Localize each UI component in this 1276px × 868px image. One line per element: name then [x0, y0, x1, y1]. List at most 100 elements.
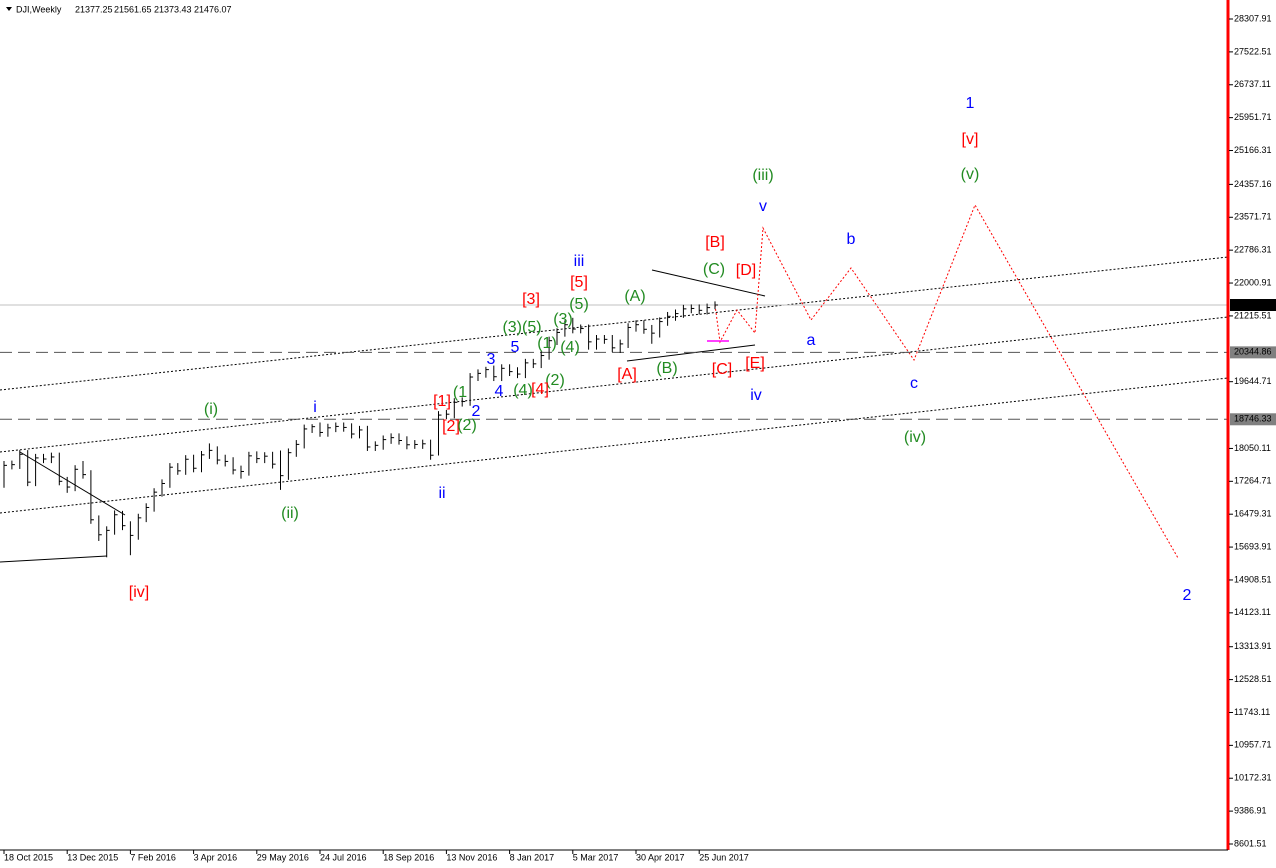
wave-label: (3)(5): [502, 319, 541, 336]
level-label: 18746.33: [1234, 414, 1272, 424]
y-tick-label: 16479.31: [1234, 509, 1272, 519]
wave-label: ii: [438, 485, 445, 502]
wave-label: (5): [569, 296, 589, 313]
wave-label: 1: [966, 95, 975, 112]
wave-label: [3]: [522, 291, 540, 308]
plot: [0, 301, 1228, 558]
wave-label: [A]: [617, 366, 637, 383]
channel-line: [0, 256, 1229, 391]
y-tick-label: 18050.11: [1234, 443, 1271, 453]
y-tick-label: 8601.51: [1234, 838, 1267, 848]
wave-label: v: [759, 198, 767, 215]
wave-label: [5]: [570, 274, 588, 291]
y-tick-label: 9386.91: [1234, 805, 1267, 815]
wave-label: 3: [487, 351, 496, 368]
wave-label: (3): [553, 311, 573, 328]
y-tick-label: 27522.51: [1234, 46, 1272, 56]
wave-label: (1: [453, 384, 467, 401]
x-tick-label: 5 Mar 2017: [573, 852, 619, 862]
wave-label: (ii): [281, 505, 299, 522]
wave-label: 4: [495, 383, 504, 400]
level-label-box: [1230, 413, 1276, 426]
wave-label: (4): [513, 382, 533, 399]
wave-label: [C]: [712, 361, 732, 378]
wave-label: [E]: [745, 355, 765, 372]
wave-label: (4): [560, 339, 580, 356]
y-tick-label: 11743.11: [1234, 707, 1270, 717]
ohlc-high: 21561.65: [114, 4, 152, 14]
x-tick-label: 13 Dec 2015: [67, 852, 118, 862]
trend-line: [19, 451, 126, 516]
y-tick-label: 13313.91: [1234, 641, 1272, 651]
price-label: 21476.07: [1234, 299, 1272, 309]
ohlc-low: 21373.43: [154, 4, 192, 14]
y-tick-label: 25166.31: [1234, 145, 1272, 155]
y-tick-label: 10172.31: [1234, 773, 1272, 783]
projection-path: [714, 203, 1179, 559]
wave-label: iii: [574, 253, 585, 270]
wave-label: 2: [472, 403, 481, 420]
wave-label: (2): [545, 372, 565, 389]
x-tick-label: 7 Feb 2016: [130, 852, 176, 862]
level-label: 20344.86: [1234, 347, 1272, 357]
wave-label: b: [847, 231, 856, 248]
y-tick-label: 26737.11: [1234, 79, 1271, 89]
x-tick-label: 13 Nov 2016: [446, 852, 497, 862]
x-tick-label: 30 Apr 2017: [636, 852, 685, 862]
y-tick-label: 23571.71: [1234, 212, 1272, 222]
wave-label: [B]: [705, 234, 725, 251]
y-tick-label: 12528.51: [1234, 674, 1272, 684]
y-tick-label: 10957.71: [1234, 740, 1272, 750]
menu-arrow[interactable]: [6, 7, 12, 11]
level-label-box: [1230, 346, 1276, 359]
y-tick-label: 24357.16: [1234, 179, 1272, 189]
price-label-box: [1230, 299, 1276, 312]
wave-label: (1): [537, 335, 557, 352]
y-tick-label: 22786.31: [1234, 245, 1272, 255]
wave-label: 2: [1183, 587, 1192, 604]
wave-label: (iii): [752, 167, 773, 184]
wave-label: [D]: [736, 262, 756, 279]
wave-label: [2]: [442, 418, 460, 435]
x-tick-label: 3 Apr 2016: [194, 852, 238, 862]
trend-lines: [0, 269, 766, 563]
trend-line: [651, 269, 766, 297]
x-tick-label: 25 Jun 2017: [699, 852, 749, 862]
y-tick-label: 25951.71: [1234, 112, 1272, 122]
y-tick-label: 15693.91: [1234, 541, 1272, 551]
x-tick-label: 18 Sep 2016: [383, 852, 434, 862]
y-tick-label: 14123.11: [1234, 607, 1271, 617]
channel-line: [0, 377, 1229, 514]
y-tick-label: 14908.51: [1234, 574, 1272, 584]
wave-label: (v): [961, 166, 980, 183]
y-tick-label: 22000.91: [1234, 277, 1272, 287]
trend-line: [626, 344, 756, 362]
x-tick-label: 29 May 2016: [257, 852, 309, 862]
symbol: DJI,Weekly: [16, 4, 62, 14]
x-tick-label: 24 Jul 2016: [320, 852, 367, 862]
wave-label: (A): [624, 288, 645, 305]
wave-label: (i): [204, 401, 218, 418]
trend-line: [0, 555, 108, 563]
wave-label: 5: [511, 339, 520, 356]
y-tick-label: 17264.71: [1234, 476, 1272, 486]
y-tick-label: 21215.51: [1234, 310, 1272, 320]
x-tick-label: 18 Oct 2015: [4, 852, 53, 862]
ohlc-close: 21476.07: [194, 4, 232, 14]
axis-panel: [1228, 0, 1276, 868]
channel-line: [0, 316, 1229, 453]
wave-label: (C): [703, 261, 725, 278]
wave-label: (2): [457, 417, 477, 434]
wave-label: a: [807, 332, 816, 349]
wave-label: [4]: [531, 381, 549, 398]
wave-label: c: [910, 375, 918, 392]
wave-label: [iv]: [129, 584, 149, 601]
wave-label: [v]: [962, 131, 979, 148]
wave-label: [1]: [433, 393, 451, 410]
wave-label: (iv): [904, 429, 926, 446]
y-tick-label: 28307.91: [1234, 13, 1272, 23]
x-tick-label: 8 Jan 2017: [510, 852, 555, 862]
